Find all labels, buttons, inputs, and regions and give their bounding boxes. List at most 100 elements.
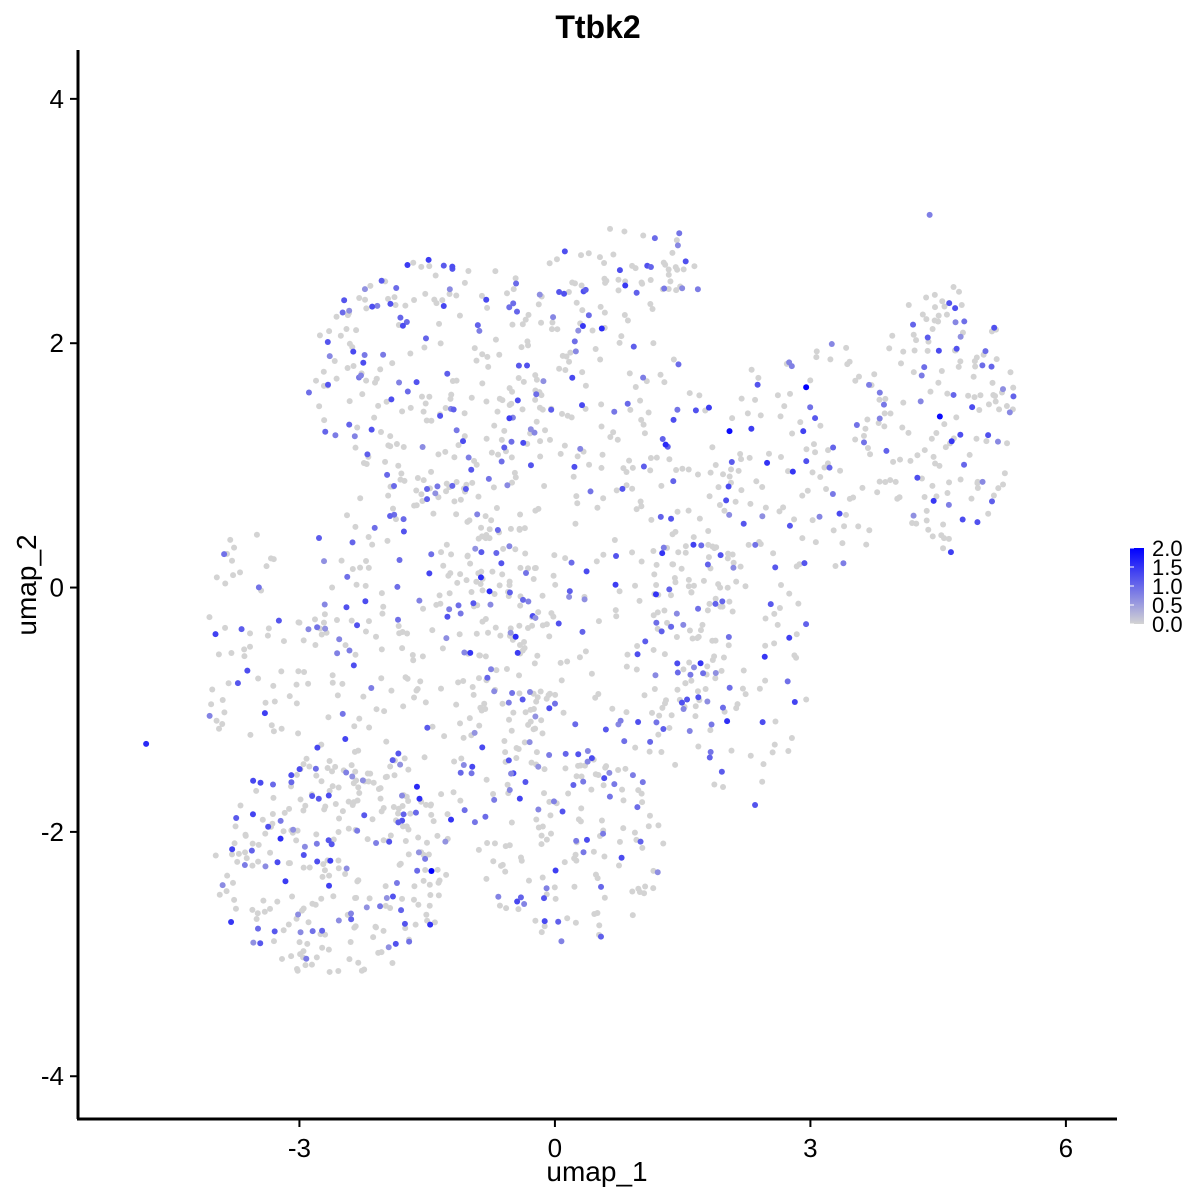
- cell-point: [999, 386, 1006, 393]
- cell-point: [241, 653, 248, 660]
- cell-point: [748, 366, 755, 373]
- cell-point: [516, 622, 523, 629]
- cell-point: [414, 867, 421, 874]
- cell-point: [837, 467, 844, 474]
- cell-point: [538, 717, 545, 724]
- cell-point: [509, 479, 516, 486]
- cell-point: [765, 450, 772, 457]
- cell-point: [828, 341, 835, 348]
- cell-point: [535, 806, 542, 813]
- cell-point: [601, 259, 608, 266]
- cell-point: [392, 302, 399, 309]
- cell-point: [622, 282, 629, 289]
- cell-point: [356, 294, 363, 301]
- cell-point: [426, 263, 433, 270]
- cell-point: [747, 752, 754, 759]
- cell-point: [547, 812, 554, 819]
- cell-point: [793, 631, 800, 638]
- cell-point: [541, 895, 548, 902]
- cell-point: [551, 700, 558, 707]
- cell-point: [704, 607, 711, 614]
- cell-point: [477, 574, 484, 581]
- cell-point: [1010, 393, 1017, 400]
- cell-point: [270, 682, 277, 689]
- cell-point: [466, 517, 473, 524]
- cell-point: [667, 592, 674, 599]
- cell-point: [759, 484, 766, 491]
- cell-point: [929, 533, 936, 540]
- cell-point: [957, 431, 964, 438]
- cell-point: [786, 522, 793, 529]
- cell-point: [384, 471, 391, 478]
- cell-point: [334, 692, 341, 699]
- cell-point: [418, 491, 425, 498]
- cell-point: [711, 545, 718, 552]
- cell-point: [907, 457, 914, 464]
- cell-point: [418, 263, 425, 270]
- cell-point: [391, 772, 398, 779]
- cell-point: [538, 319, 545, 326]
- cell-point: [416, 597, 423, 604]
- cell-point: [508, 400, 515, 407]
- cell-point: [607, 225, 614, 232]
- cell-point: [748, 425, 755, 432]
- cell-point: [365, 533, 372, 540]
- cell-point: [582, 286, 589, 293]
- cell-point: [516, 690, 523, 697]
- cell-point: [421, 754, 428, 761]
- cell-point: [295, 619, 302, 626]
- cell-point: [592, 345, 599, 352]
- cell-point: [278, 955, 285, 962]
- colorbar-label: 0.5: [1152, 593, 1183, 618]
- cell-point: [345, 798, 352, 805]
- cell-point: [382, 458, 389, 465]
- cell-point: [381, 708, 388, 715]
- cell-point: [229, 557, 236, 564]
- cell-point: [300, 852, 307, 859]
- cell-point: [776, 604, 783, 611]
- cell-point: [651, 235, 658, 242]
- cell-point: [957, 476, 964, 483]
- cell-point: [958, 301, 965, 308]
- cell-point: [770, 550, 777, 557]
- cell-point: [306, 763, 313, 770]
- cell-point: [649, 709, 656, 716]
- cell-point: [438, 685, 445, 692]
- cell-point: [672, 761, 679, 768]
- cell-point: [633, 666, 640, 673]
- cell-point: [228, 918, 235, 925]
- cell-point: [682, 549, 689, 556]
- cell-point: [419, 443, 426, 450]
- cell-point: [495, 451, 502, 458]
- cell-point: [513, 280, 520, 287]
- cell-point: [791, 699, 798, 706]
- cell-point: [289, 893, 296, 900]
- cell-point: [673, 467, 680, 474]
- cell-point: [348, 762, 355, 769]
- cell-point: [977, 392, 984, 399]
- cell-point: [321, 806, 328, 813]
- cell-point: [507, 629, 514, 636]
- cell-point: [929, 482, 936, 489]
- cell-point: [933, 430, 940, 437]
- cell-point: [255, 841, 262, 848]
- cell-point: [660, 544, 667, 551]
- cell-point: [812, 415, 819, 422]
- cell-point: [669, 249, 676, 256]
- cell-point: [571, 883, 578, 890]
- cell-point: [676, 230, 683, 237]
- cell-point: [433, 601, 440, 608]
- cell-point: [494, 526, 501, 533]
- cell-point: [595, 618, 602, 625]
- cell-point: [521, 644, 528, 651]
- cell-point: [492, 268, 499, 275]
- cell-point: [642, 638, 649, 645]
- cell-point: [583, 836, 590, 843]
- cell-point: [705, 554, 712, 561]
- cell-point: [346, 340, 353, 347]
- cell-point: [486, 526, 493, 533]
- cell-point: [578, 252, 585, 259]
- cell-point: [685, 507, 692, 514]
- cell-point: [503, 665, 510, 672]
- cell-point: [921, 364, 928, 371]
